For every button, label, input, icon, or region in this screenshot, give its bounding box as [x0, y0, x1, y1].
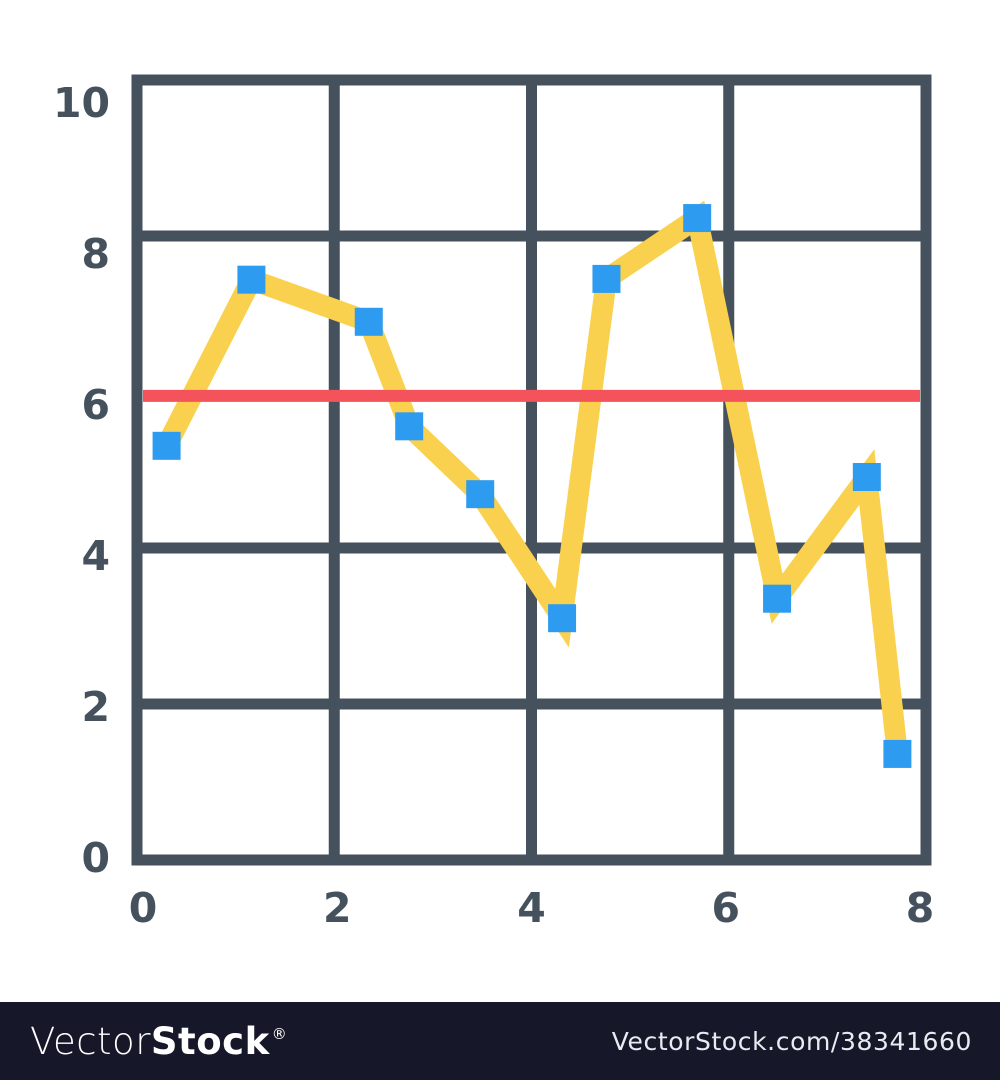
data-point-marker	[152, 431, 181, 460]
x-tick-label: 4	[517, 884, 546, 932]
data-point-marker	[592, 264, 621, 293]
y-tick-label: 6	[81, 381, 110, 429]
x-tick-label: 0	[129, 884, 158, 932]
data-point-marker	[237, 265, 266, 294]
y-tick-label: 10	[53, 79, 110, 127]
logo-text-light: Vector	[30, 1019, 151, 1063]
x-tick-label: 6	[711, 884, 740, 932]
y-tick-label: 8	[81, 230, 110, 278]
vectorstock-logo: VectorStock ®	[30, 1023, 287, 1060]
registered-trademark-icon: ®	[271, 1024, 288, 1043]
data-point-marker	[852, 463, 881, 492]
x-tick-label: 2	[323, 884, 352, 932]
data-point-marker	[763, 584, 792, 613]
data-point-marker	[883, 739, 912, 768]
x-tick-label: 8	[906, 884, 935, 932]
logo-text-bold: Stock	[150, 1019, 270, 1063]
data-point-marker	[466, 480, 495, 509]
watermark-url: VectorStock.com/38341660	[611, 1026, 972, 1056]
y-tick-label: 0	[81, 834, 110, 882]
data-point-marker	[548, 604, 577, 633]
y-tick-label: 2	[81, 683, 110, 731]
data-point-marker	[395, 412, 424, 441]
y-tick-label: 4	[81, 532, 110, 580]
data-point-marker	[354, 307, 383, 336]
data-point-marker	[683, 204, 712, 233]
watermark-bar: VectorStock ® VectorStock.com/38341660	[0, 1002, 1000, 1080]
